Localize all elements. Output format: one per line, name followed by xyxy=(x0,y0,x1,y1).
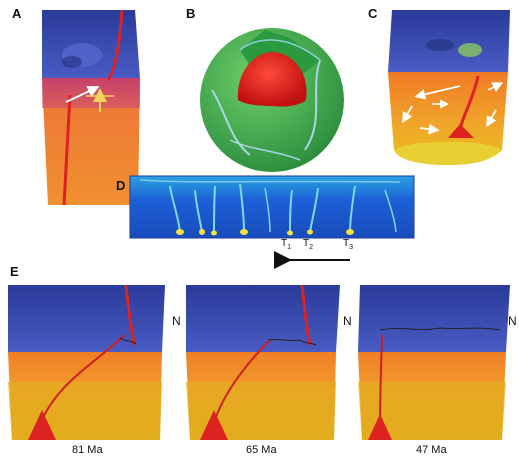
core-shape xyxy=(237,52,307,107)
panel-a-block xyxy=(42,9,140,206)
panel-label-a: A xyxy=(12,6,22,21)
north-label-65: N xyxy=(343,314,352,328)
panel-b-earth-sphere xyxy=(200,28,344,172)
north-label-81: N xyxy=(172,314,181,328)
panel-e-block-65 xyxy=(186,284,340,440)
north-label-47: N xyxy=(508,314,517,328)
panel-e-block-47 xyxy=(358,285,510,440)
panel-label-d: D xyxy=(116,178,126,193)
marker-t1: T1 xyxy=(281,238,292,251)
marker-t2: T2 xyxy=(303,238,314,251)
age-caption-81: 81 Ma xyxy=(72,444,103,456)
panel-label-b: B xyxy=(186,6,196,21)
marker-t3: T3 xyxy=(343,238,354,251)
panel-d-model-strip xyxy=(129,175,415,239)
age-caption-47: 47 Ma xyxy=(416,444,447,456)
panel-e-block-81 xyxy=(8,284,165,440)
panel-label-e: E xyxy=(10,264,19,279)
age-caption-65: 65 Ma xyxy=(246,444,277,456)
panel-label-c: C xyxy=(368,6,378,21)
panel-c-block xyxy=(388,10,510,165)
